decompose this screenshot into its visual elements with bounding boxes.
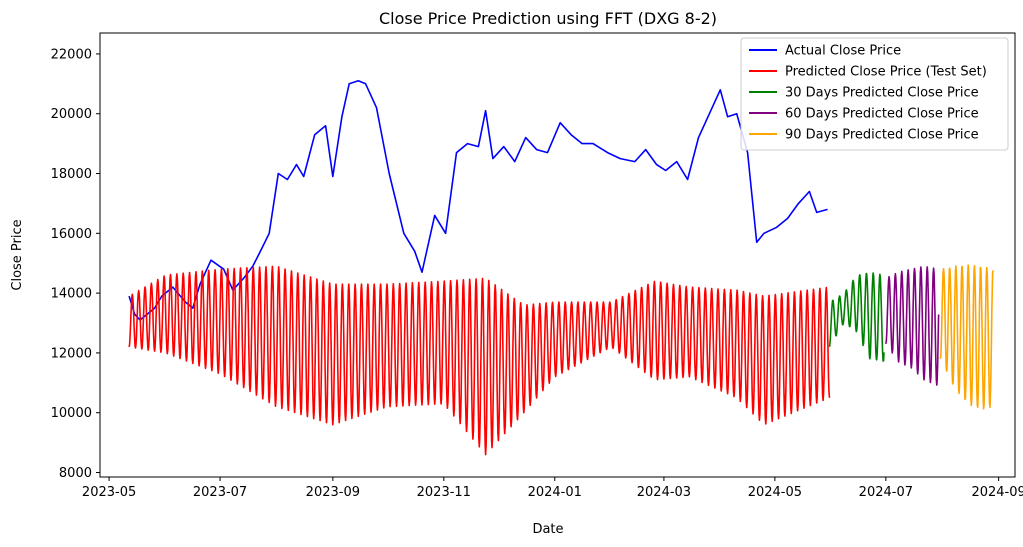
series-layer <box>128 80 994 456</box>
series-line-actual-close-price <box>128 80 828 321</box>
series-line-60-days-predicted-close-price <box>885 266 940 386</box>
series-line-90-days-predicted-close-price <box>939 264 994 410</box>
x-tick-label: 2024-01 <box>528 485 582 500</box>
legend: Actual Close Price Predicted Close Price … <box>740 37 1009 151</box>
legend-label: 90 Days Predicted Close Price <box>785 128 979 143</box>
x-tick-label: 2024-07 <box>859 485 913 500</box>
y-tick-label: 20000 <box>51 107 92 122</box>
y-tick-label: 18000 <box>51 167 92 182</box>
y-tick-label: 22000 <box>51 47 92 62</box>
legend-label: 60 Days Predicted Close Price <box>785 107 979 122</box>
x-tick-label: 2024-09 <box>971 485 1023 500</box>
series-line-30-days-predicted-close-price <box>828 272 885 362</box>
x-tick-label: 2023-05 <box>82 485 136 500</box>
y-tick-label: 12000 <box>51 346 92 361</box>
x-axis: 2023-05 2023-07 2023-09 2023-11 2024-01 2024-… <box>82 477 1023 500</box>
chart-title: Close Price Prediction using FFT (DXG 8-… <box>379 9 717 28</box>
y-axis-title: Close Price <box>10 219 25 290</box>
x-tick-label: 2024-05 <box>748 485 802 500</box>
legend-label: 30 Days Predicted Close Price <box>785 86 979 101</box>
x-axis-title: Date <box>532 522 563 537</box>
y-axis: 8000 10000 12000 14000 16000 18000 20000 22000 <box>51 47 100 481</box>
y-tick-label: 8000 <box>59 466 92 481</box>
x-tick-label: 2023-09 <box>306 485 360 500</box>
y-tick-label: 16000 <box>51 227 92 242</box>
y-tick-label: 10000 <box>51 406 92 421</box>
series-line-predicted-close-price-test-set <box>128 265 831 456</box>
x-tick-label: 2023-07 <box>193 485 247 500</box>
x-tick-label: 2023-11 <box>417 485 471 500</box>
x-tick-label: 2024-03 <box>637 485 691 500</box>
legend-label: Actual Close Price <box>785 44 901 59</box>
legend-box <box>740 37 1009 151</box>
plot-area-frame <box>99 32 1016 478</box>
y-tick-label: 14000 <box>51 287 92 302</box>
legend-label: Predicted Close Price (Test Set) <box>785 65 987 80</box>
